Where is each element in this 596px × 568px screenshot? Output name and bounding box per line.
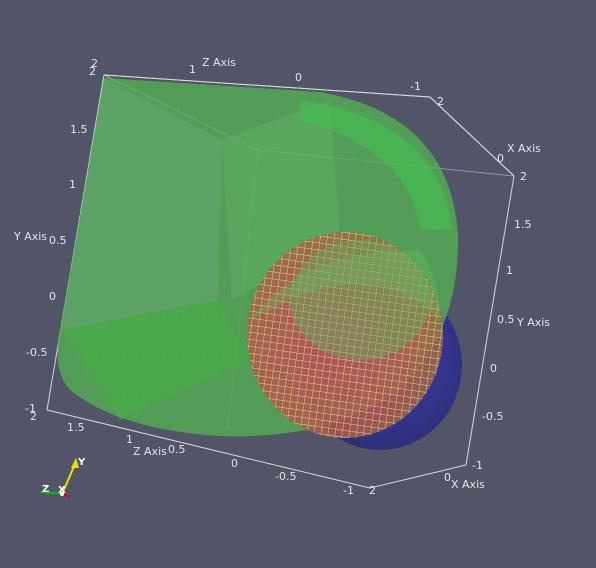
triad-y-arrow bbox=[71, 458, 79, 468]
bottom-z-tick: 0 bbox=[231, 457, 238, 470]
right-y-tick: -0.5 bbox=[482, 410, 503, 423]
bottom-z-tick: -0.5 bbox=[275, 470, 296, 483]
bottom-z-tick: 1.5 bbox=[67, 421, 85, 434]
bottom-x-axis: 2 0 X Axis bbox=[369, 471, 485, 497]
bottom-z-axis-title: Z Axis bbox=[133, 445, 167, 458]
left-y-tick: 0 bbox=[49, 290, 56, 303]
bottom-z-tick: 1 bbox=[126, 433, 133, 446]
left-y-axis: 2 1.5 1 0.5 0 -0.5 -1 Y Axis bbox=[13, 65, 96, 415]
bottom-x-tick: 2 bbox=[369, 484, 376, 497]
right-y-axis: 2 1.5 1 0.5 0 -0.5 -1 Y Axis bbox=[472, 170, 550, 472]
bottom-z-axis: 2 1.5 1 0.5 0 -0.5 -1 Z Axis bbox=[30, 410, 354, 497]
top-z-axis-title: Z Axis bbox=[202, 56, 236, 69]
left-y-tick: 1 bbox=[69, 178, 76, 191]
right-y-tick: 2 bbox=[520, 170, 527, 183]
top-z-axis: Z Axis 2 1 0 -1 bbox=[91, 56, 421, 93]
wireframe-sphere[interactable] bbox=[240, 228, 450, 443]
right-y-tick: 0.5 bbox=[497, 313, 515, 326]
top-x-tick: 0 bbox=[497, 152, 504, 165]
left-y-tick: -1 bbox=[25, 402, 36, 415]
right-y-tick: 0 bbox=[490, 362, 497, 375]
bottom-z-tick: -1 bbox=[343, 484, 354, 497]
triad-z-line bbox=[39, 491, 63, 495]
right-y-tick: 1.5 bbox=[514, 218, 532, 231]
top-x-tick: 2 bbox=[437, 95, 444, 108]
right-y-tick: -1 bbox=[472, 459, 483, 472]
bottom-z-tick: 0.5 bbox=[168, 443, 186, 456]
top-z-tick: 2 bbox=[91, 57, 98, 70]
left-y-tick: -0.5 bbox=[26, 346, 47, 359]
bottom-z-tick: 2 bbox=[30, 410, 37, 423]
left-y-axis-title: Y Axis bbox=[13, 230, 47, 243]
left-y-tick: 0.5 bbox=[49, 234, 67, 247]
top-z-tick: 0 bbox=[295, 71, 302, 84]
left-y-tick: 2 bbox=[89, 65, 96, 78]
triad-y-label: Y bbox=[77, 457, 86, 468]
triad-origin bbox=[60, 492, 64, 496]
right-y-axis-title: Y Axis bbox=[516, 316, 550, 329]
top-x-axis-title: X Axis bbox=[507, 142, 541, 155]
top-z-tick: -1 bbox=[410, 80, 421, 93]
left-y-tick: 1.5 bbox=[70, 123, 88, 136]
orientation-axes[interactable]: Y Z X bbox=[39, 457, 86, 498]
bounding-box-front bbox=[103, 74, 515, 177]
top-x-axis: 2 0 X Axis bbox=[437, 95, 541, 165]
triad-z-label: Z bbox=[42, 484, 49, 495]
right-y-tick: 1 bbox=[506, 264, 513, 277]
triad-x-label: X bbox=[58, 485, 66, 496]
bottom-x-axis-title: X Axis bbox=[451, 478, 485, 491]
bottom-x-tick: 0 bbox=[444, 471, 451, 484]
top-z-tick: 1 bbox=[189, 63, 196, 76]
